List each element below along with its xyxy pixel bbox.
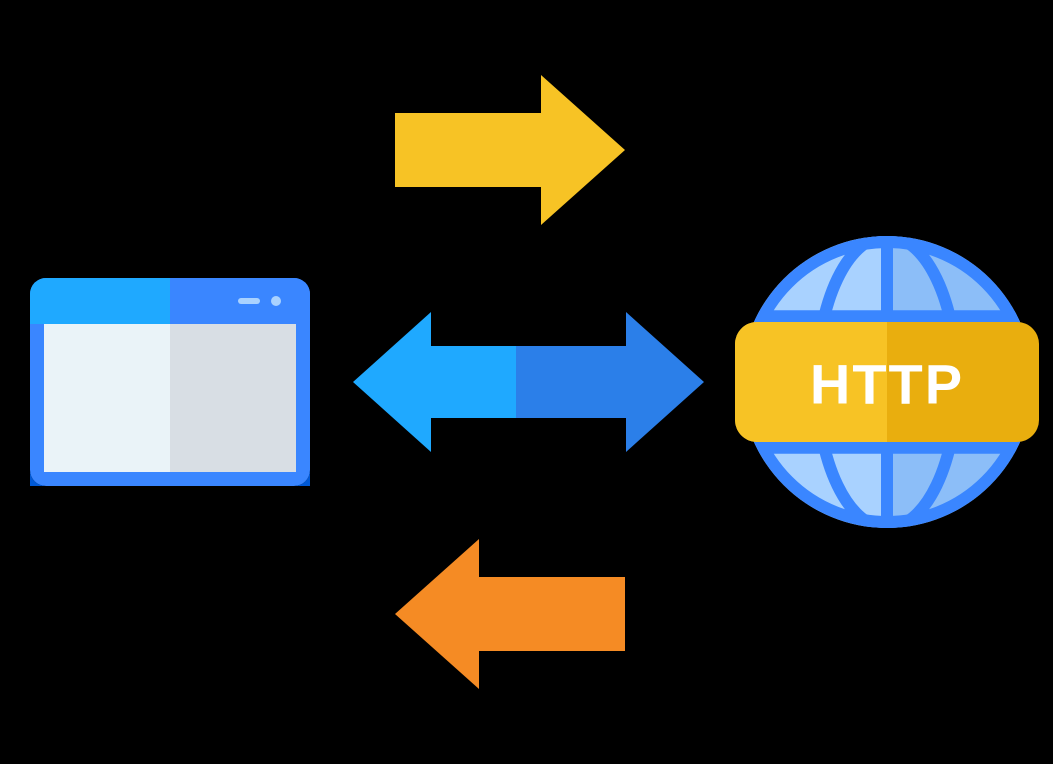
response-arrow-bottom-icon xyxy=(395,539,625,689)
exchange-arrow-left-icon xyxy=(353,312,541,452)
request-arrow-top-icon xyxy=(395,75,625,225)
browser-window-icon xyxy=(30,278,310,486)
exchange-arrow-right-icon xyxy=(516,312,704,452)
http-globe-icon: HTTP xyxy=(735,236,1039,528)
http-label: HTTP xyxy=(810,353,964,416)
